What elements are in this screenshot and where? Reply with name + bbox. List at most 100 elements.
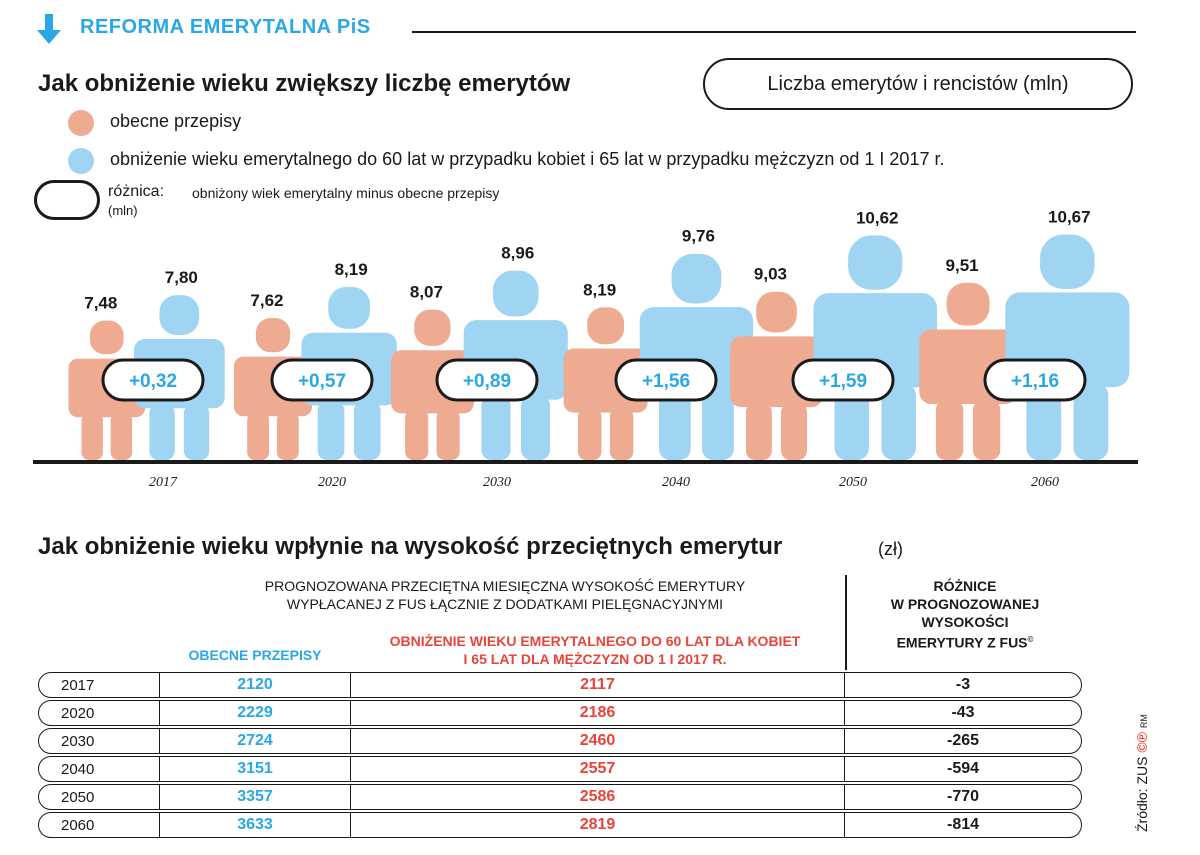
diff-label-2030: +0,89: [463, 371, 511, 392]
table-row: 2030 2724 2460 -265: [38, 728, 1082, 754]
value-label-lowered-2040: 9,76: [682, 227, 715, 246]
x-tick-2030: 2030: [483, 475, 511, 490]
row-diff-value: -265: [946, 732, 980, 749]
diff-label-2040: +1,56: [642, 371, 690, 392]
person-lowered-2050: [813, 235, 937, 460]
row-current-value: 3633: [159, 813, 351, 837]
x-tick-2040: 2040: [662, 475, 690, 490]
source-text: Źródło: ZUS ©℗ RM: [1134, 714, 1150, 832]
diff-label-2017: +0,32: [129, 371, 177, 392]
x-axis-baseline: [33, 460, 1138, 464]
row-current-value: 3357: [159, 785, 351, 809]
column-divider: [845, 575, 847, 670]
legend-diff-swatch: [34, 180, 100, 220]
row-year: 2040: [61, 760, 95, 778]
row-year: 2020: [61, 704, 95, 722]
legend-lowered-label: obniżenie wieku emerytalnego do 60 lat w…: [110, 149, 945, 169]
projection-header-line2: WYPŁACANEJ Z FUS ŁĄCZNIE Z DODATKAMI PIE…: [286, 596, 724, 612]
col-diff-header-line4: EMERYTURY Z FUS©: [850, 631, 1080, 652]
value-label-current-2050: 9,03: [754, 265, 787, 284]
pictogram-chart: 7,48 7,80 +0,32 2017 7,62 8,19 +0,57 2020 8,07 8,…: [33, 207, 1138, 490]
person-current-2060: [919, 282, 1017, 460]
row-lowered-value: 2117: [351, 673, 845, 697]
value-label-lowered-2030: 8,96: [501, 244, 534, 263]
col-diff-header-line4-text: EMERYTURY Z FUS: [896, 634, 1028, 651]
row-diff-value: -594: [946, 760, 980, 777]
copyright-icon: ©℗: [1134, 732, 1150, 753]
pension-table: 2017 2120 2117 -3 2020 2229 2186 -43 2030 2724 246…: [38, 672, 1082, 840]
row-year: 2017: [61, 676, 95, 694]
x-tick-2050: 2050: [839, 475, 867, 490]
diff-pill-2060: [983, 358, 1087, 402]
row-lowered-value: 2819: [351, 813, 845, 837]
unit-label-text: Liczba emerytów i rencistów (mln): [767, 72, 1069, 95]
col-diff-header-sup: ©: [1027, 635, 1034, 644]
value-label-current-2040: 8,19: [583, 280, 616, 299]
table-row: 2017 2120 2117 -3: [38, 672, 1082, 698]
row-year: 2060: [61, 816, 95, 834]
legend-diff-unit: (mln): [108, 203, 138, 218]
col-diff-header: RÓŻNICE W PROGNOZOWANEJ WYSOKOŚCI EMERYT…: [850, 577, 1080, 652]
section2-title: Jak obniżenie wieku wpłynie na wysokość …: [38, 533, 783, 560]
projection-header-line1: PROGNOZOWANA PRZECIĘTNA MIESIĘCZNA WYSOK…: [264, 578, 746, 594]
header-rule: [412, 31, 1136, 33]
value-label-current-2060: 9,51: [946, 256, 979, 275]
value-label-lowered-2017: 7,80: [165, 268, 198, 287]
col-diff-header-line2: W PROGNOZOWANEJ: [890, 596, 1040, 612]
value-label-lowered-2050: 10,62: [856, 209, 899, 228]
table-row: 2060 3633 2819 -814: [38, 812, 1082, 838]
col-current-header: OBECNE PRZEPISY: [188, 647, 322, 663]
legend-diff-label: różnica:: [108, 183, 165, 200]
diff-pill-2050: [791, 358, 895, 402]
legend-current-swatch: [68, 110, 94, 136]
row-current-value: 2229: [159, 701, 351, 725]
section2-unit: (zł): [878, 539, 903, 559]
credit-label: RM: [1139, 714, 1149, 729]
diff-pill-2030: [435, 358, 539, 402]
col-diff-header-line1: RÓŻNICE: [933, 578, 997, 594]
table-row: 2040 3151 2557 -594: [38, 756, 1082, 782]
value-label-current-2020: 7,62: [250, 291, 283, 310]
row-lowered-value: 2557: [351, 757, 845, 781]
legend-lowered-swatch: [68, 148, 94, 174]
legend-current-label: obecne przepisy: [110, 111, 242, 131]
diff-pill-2040: [614, 358, 718, 402]
diff-label-2050: +1,59: [819, 371, 867, 392]
row-diff-value: -43: [951, 704, 975, 721]
person-lowered-2060: [1005, 234, 1130, 460]
value-label-current-2017: 7,48: [84, 294, 117, 313]
row-lowered-value: 2186: [351, 701, 845, 725]
diff-pill-2017: [101, 358, 205, 402]
header-title: REFORMA EMERYTALNA PiS: [80, 16, 371, 38]
table-row: 2020 2229 2186 -43: [38, 700, 1082, 726]
row-current-value: 2724: [159, 729, 351, 753]
row-current-value: 2120: [159, 673, 351, 697]
x-tick-2020: 2020: [318, 475, 346, 490]
row-lowered-value: 2586: [351, 785, 845, 809]
section1-title: Jak obniżenie wieku zwiększy liczbę emer…: [38, 70, 571, 97]
arrow-down-icon: [37, 14, 61, 44]
col-diff-header-line3: WYSOKOŚCI: [921, 614, 1009, 630]
row-current-value: 3151: [159, 757, 351, 781]
row-diff-value: -814: [946, 816, 980, 833]
legend-diff-desc: obniżony wiek emerytalny minus obecne pr…: [192, 185, 500, 201]
value-label-lowered-2060: 10,67: [1048, 207, 1091, 226]
row-year: 2050: [61, 788, 95, 806]
col-lowered-header-line2: I 65 LAT DLA MĘŻCZYZN OD 1 I 2017 R.: [463, 651, 727, 667]
row-diff-value: -3: [955, 676, 971, 693]
table-row: 2050 3357 2586 -770: [38, 784, 1082, 810]
source-note: Źródło: ZUS ©℗ RM: [1112, 672, 1150, 842]
value-label-current-2030: 8,07: [410, 283, 443, 302]
projection-header: PROGNOZOWANA PRZECIĘTNA MIESIĘCZNA WYSOK…: [160, 577, 850, 613]
unit-label: Liczba emerytów i rencistów (mln): [703, 58, 1133, 110]
row-diff-value: -770: [946, 788, 980, 805]
x-tick-2060: 2060: [1031, 475, 1059, 490]
row-year: 2030: [61, 732, 95, 750]
source-label: Źródło: ZUS: [1134, 756, 1150, 832]
col-lowered-header: OBNIŻENIE WIEKU EMERYTALNEGO DO 60 LAT D…: [345, 632, 845, 668]
value-label-lowered-2020: 8,19: [335, 260, 368, 279]
diff-label-2060: +1,16: [1011, 371, 1059, 392]
row-lowered-value: 2460: [351, 729, 845, 753]
diff-pill-2020: [270, 358, 374, 402]
x-tick-2017: 2017: [149, 475, 178, 490]
